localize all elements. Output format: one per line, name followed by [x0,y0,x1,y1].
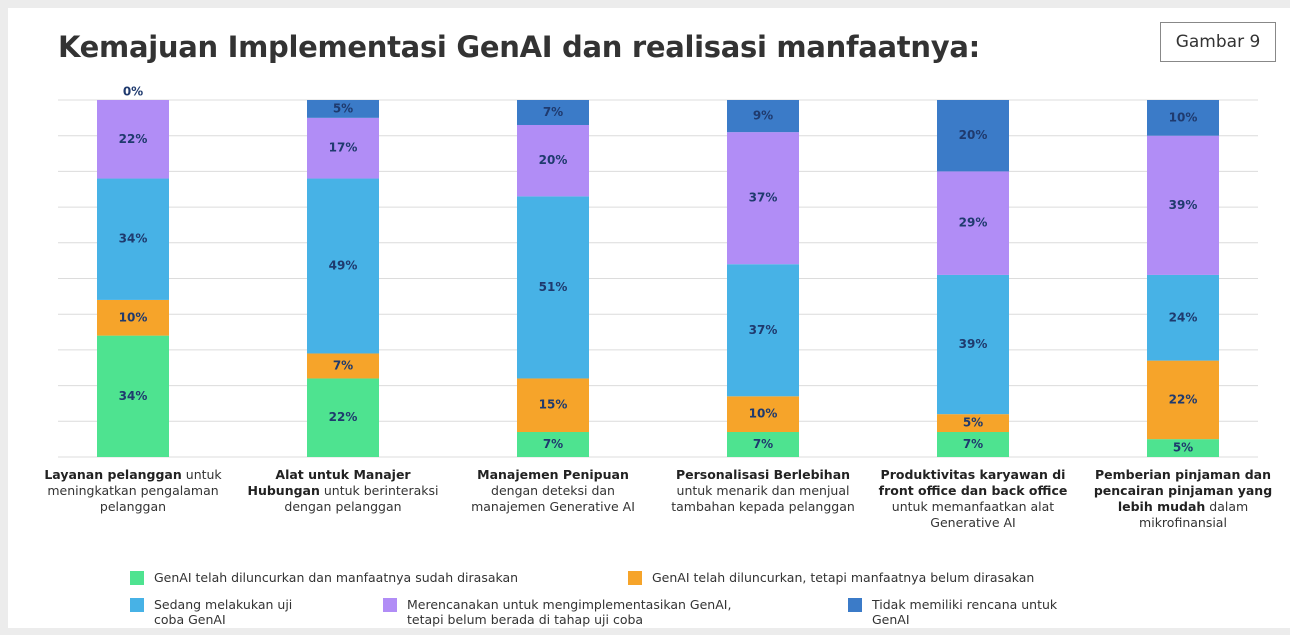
category-label-text: untuk memanfaatkan alat Generative AI [891,499,1055,530]
legend-label: GenAI telah diluncurkan, tetapi manfaatn… [652,570,1035,585]
category-label: Alat untuk Manajer Hubungan untuk berint… [245,467,441,515]
category-label-bold: Personalisasi Berlebihan [675,467,851,482]
category-label-bold: Alat untuk Manajer Hubungan [247,467,411,498]
bar-segment [1147,274,1219,361]
data-label: 15% [539,398,568,412]
data-label: 20% [539,153,568,167]
bar-segment [727,264,799,397]
legend-swatch [383,598,397,612]
bar-segment [727,132,799,265]
category-label: Manajemen Penipuan dengan deteksi dan ma… [455,467,651,515]
category-label-text: untuk meningkatkan pengalaman pelanggan [47,467,222,514]
legend-swatch [130,571,144,585]
category-label-text: untuk menarik dan menjual tambahan kepad… [671,483,855,514]
data-label: 39% [959,337,988,351]
bar-segment [937,432,1009,457]
data-label: 37% [749,191,778,205]
bar-segment [1147,100,1219,136]
data-label: 39% [1169,198,1198,212]
data-label: 5% [1173,441,1193,455]
category-label-text: untuk berinteraksi dengan pelanggan [284,483,439,514]
bar-segment [937,100,1009,172]
category-label-bold: Produktivitas karyawan di front office d… [878,467,1068,498]
data-label: 7% [333,358,353,372]
data-label: 29% [959,216,988,230]
bar-segment [97,100,169,179]
bar-segment [727,396,799,433]
bar-segment [517,378,589,433]
data-label: 10% [119,310,148,324]
data-label: 7% [753,437,773,451]
bar-segment [937,171,1009,275]
legend-swatch [130,598,144,612]
category-label: Layanan pelanggan untuk meningkatkan pen… [35,467,231,515]
category-label-text: dengan deteksi dan manajemen Generative … [471,483,635,514]
legend-label: GenAI telah diluncurkan dan manfaatnya s… [154,570,519,585]
data-label: 9% [753,109,773,123]
category-label: Pemberian pinjaman dan pencairan pinjama… [1085,467,1281,531]
figure-label: Gambar 9 [1160,22,1276,62]
card [8,8,1290,628]
data-label: 51% [539,280,568,294]
bar-segment [1147,360,1219,440]
data-label: 22% [329,410,358,424]
category-label-bold: Pemberian pinjaman dan pencairan pinjama… [1093,467,1273,514]
bar-segment [307,100,379,118]
bar-segment [517,100,589,125]
chart-title: Kemajuan Implementasi GenAI dan realisas… [58,30,980,64]
bar-segment [97,335,169,457]
bar-segment [307,178,379,354]
data-label: 5% [333,101,353,115]
data-label: 37% [749,323,778,337]
data-label: 0% [123,85,143,99]
data-label: 7% [543,437,563,451]
data-label: 34% [119,232,148,246]
bar-segment [727,432,799,457]
legend-label: Tidak memiliki rencana untuk GenAI [872,597,1058,627]
legend-label: Merencanakan untuk mengimplementasikan G… [407,597,732,627]
category-label-bold: Layanan pelanggan [44,467,182,482]
bar-segment [517,124,589,197]
bar-segment [937,414,1009,433]
data-label: 22% [119,132,148,146]
data-label: 22% [1169,392,1198,406]
data-label: 34% [119,389,148,403]
bar-segment [727,100,799,133]
data-label: 10% [749,407,778,421]
data-label: 10% [1169,110,1198,124]
bar-segment [1147,135,1219,275]
bar-segment [307,117,379,179]
category-label-bold: Manajemen Penipuan [477,467,629,482]
legend-swatch [848,598,862,612]
bar-segment [97,178,169,300]
category-label: Produktivitas karyawan di front office d… [875,467,1071,531]
data-label: 5% [963,416,983,430]
bar-segment [517,196,589,379]
legend-label: Sedang melakukan uji coba GenAI [154,597,293,627]
bar-segment [517,432,589,457]
bar-segment [1147,439,1219,457]
data-label: 49% [329,259,358,273]
data-label: 17% [329,141,358,155]
legend-swatch [628,571,642,585]
category-label-text: dalam mikrofinansial [1139,499,1249,530]
bar-segment [307,378,379,457]
data-label: 7% [543,105,563,119]
data-label: 24% [1169,310,1198,324]
data-label: 7% [963,437,983,451]
bar-segment [307,353,379,379]
bar-segment [937,274,1009,415]
category-label: Personalisasi Berlebihan untuk menarik d… [665,467,861,515]
bar-segment [97,299,169,336]
data-label: 20% [959,128,988,142]
